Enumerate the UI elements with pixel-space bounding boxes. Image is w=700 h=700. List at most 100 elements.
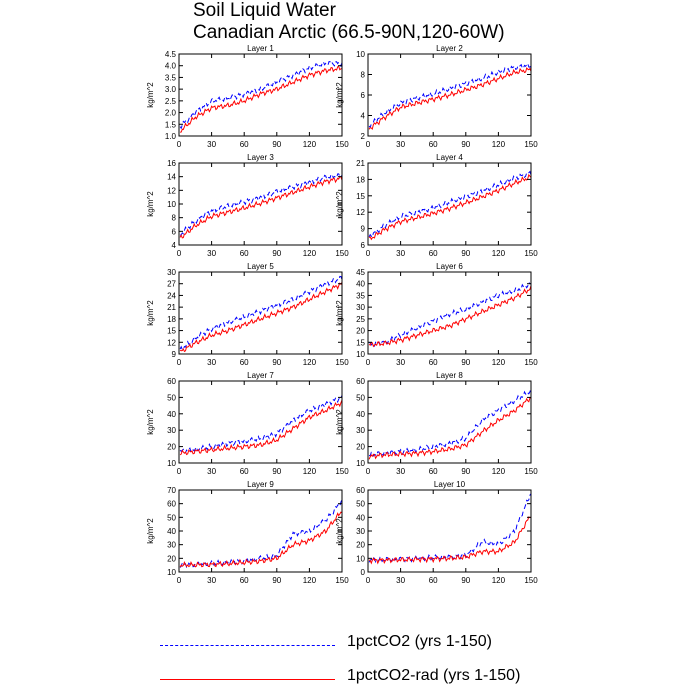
x-tick-label: 30 [396, 140, 405, 149]
series-line-1pctco2 [368, 387, 532, 457]
x-tick-label: 90 [272, 140, 281, 149]
panel-layer-10: Layer 10 0 30 60 90 120 150 0 10 20 30 40 50 60 kg/m^2 [335, 480, 538, 585]
x-tick-label: 90 [272, 249, 281, 258]
y-tick-label: 27 [167, 280, 176, 289]
x-tick-label: 150 [524, 467, 538, 476]
y-tick-label: 4.5 [165, 50, 177, 59]
panel-layer-9: Layer 9 0 30 60 90 120 150 10 20 30 40 50 60 70 kg/m^2 [146, 480, 349, 585]
x-tick-label: 120 [303, 576, 317, 585]
x-tick-label: 30 [396, 576, 405, 585]
y-tick-label: 20 [356, 327, 365, 336]
charts-panel: Layer 10 30 60 90 120 1501.01.52.02.53.03.54.… [146, 44, 538, 585]
y-axis-label: kg/m^2 [335, 191, 344, 217]
plot-frame [178, 271, 343, 355]
y-tick-label: 2 [361, 132, 366, 141]
x-tick-label: 30 [396, 467, 405, 476]
y-axis-label: kg/m^2 [335, 82, 344, 108]
x-tick-label: 30 [207, 249, 216, 258]
x-tick-label: 30 [396, 249, 405, 258]
y-tick-label: 9 [172, 350, 177, 359]
y-tick-label: 2.0 [165, 109, 177, 118]
plot-frame [178, 53, 343, 137]
y-tick-label: 30 [356, 303, 365, 312]
x-tick-label: 90 [272, 467, 281, 476]
y-tick-label: 40 [356, 410, 365, 419]
series-line-1pctco2-rad [179, 511, 343, 568]
y-tick-label: 18 [356, 175, 365, 184]
x-tick-label: 0 [177, 358, 182, 367]
x-tick-label: 90 [461, 576, 470, 585]
series-line-1pctco2 [368, 170, 532, 239]
legend: 1pctCO2 (yrs 1-150) 1pctCO2-rad (yrs 1-1… [160, 632, 580, 692]
y-tick-label: 60 [356, 377, 365, 386]
x-tick-label: 60 [240, 358, 249, 367]
y-tick-label: 40 [356, 513, 365, 522]
panel-title: Layer 4 [436, 153, 463, 162]
plot-frame [367, 162, 532, 246]
x-tick-label: 30 [396, 358, 405, 367]
y-tick-label: 20 [167, 443, 176, 452]
x-tick-label: 120 [492, 576, 506, 585]
y-tick-label: 70 [167, 486, 176, 495]
y-tick-label: 3.5 [165, 73, 177, 82]
panel-layer-1: Layer 1 0 30 60 90 120 150 1.0 1.5 2.0 2.5 3.0 3.5 4.… [146, 44, 349, 149]
y-tick-label: 30 [167, 426, 176, 435]
series-line-1pctco2-rad [368, 396, 532, 460]
x-tick-label: 120 [492, 140, 506, 149]
y-tick-label: 40 [356, 280, 365, 289]
y-tick-label: 50 [356, 393, 365, 402]
x-tick-label: 150 [335, 140, 349, 149]
y-axis-label: kg/m^2 [335, 518, 344, 544]
y-tick-label: 0 [361, 568, 366, 577]
x-tick-label: 150 [524, 140, 538, 149]
x-tick-label: 30 [207, 140, 216, 149]
x-tick-label: 0 [366, 358, 371, 367]
x-tick-label: 30 [207, 467, 216, 476]
chart-subtitle: Canadian Arctic (66.5-90N,120-60W) [193, 22, 505, 43]
series-line-1pctco2-rad [179, 399, 343, 456]
y-tick-label: 30 [167, 541, 176, 550]
series-line-1pctco2 [368, 493, 532, 564]
legend-line-solid [160, 679, 335, 680]
y-tick-label: 1.5 [165, 120, 177, 129]
panel-title: Layer 3 [247, 153, 274, 162]
x-tick-label: 90 [461, 358, 470, 367]
legend-label-1pctco2: 1pctCO2 (yrs 1-150) [347, 633, 492, 650]
plot-frame [178, 162, 343, 246]
y-tick-label: 15 [167, 327, 176, 336]
panel-layer-3: Layer 3 0 30 60 90 120 150 4 6 8 10 12 14 16 kg/m^2 [146, 153, 349, 258]
x-tick-label: 120 [303, 249, 317, 258]
y-tick-label: 21 [167, 303, 176, 312]
y-axis-label: kg/m^2 [335, 300, 344, 326]
y-tick-label: 25 [356, 315, 365, 324]
chart-title: Soil Liquid Water [193, 0, 336, 21]
x-tick-label: 120 [492, 467, 506, 476]
x-tick-label: 90 [461, 249, 470, 258]
y-tick-label: 4 [172, 241, 177, 250]
y-tick-label: 40 [167, 410, 176, 419]
legend-label-1pctco2-rad: 1pctCO2-rad (yrs 1-150) [347, 667, 521, 684]
x-tick-label: 60 [429, 140, 438, 149]
x-tick-label: 150 [524, 576, 538, 585]
x-tick-label: 0 [177, 467, 182, 476]
series-line-1pctco2 [369, 281, 531, 348]
y-tick-label: 4 [361, 112, 366, 121]
legend-item-1pctco2: 1pctCO2 (yrs 1-150) [160, 632, 580, 658]
x-tick-label: 0 [366, 249, 371, 258]
x-tick-label: 150 [335, 576, 349, 585]
y-tick-label: 30 [356, 426, 365, 435]
y-tick-label: 14 [167, 173, 176, 182]
x-tick-label: 120 [492, 358, 506, 367]
y-tick-label: 45 [356, 268, 365, 277]
y-tick-label: 60 [167, 500, 176, 509]
panel-title: Layer 7 [247, 371, 274, 380]
x-tick-label: 120 [303, 140, 317, 149]
y-tick-label: 20 [356, 541, 365, 550]
y-tick-label: 20 [356, 443, 365, 452]
series-line-1pctco2-rad [368, 285, 532, 348]
y-tick-label: 9 [361, 225, 366, 234]
y-axis-label: kg/m^2 [146, 300, 155, 326]
y-tick-label: 10 [356, 459, 365, 468]
title-block: Soil Liquid Water Canadian Arctic (66.5-… [193, 0, 505, 44]
series-line-1pctco2 [179, 395, 343, 454]
